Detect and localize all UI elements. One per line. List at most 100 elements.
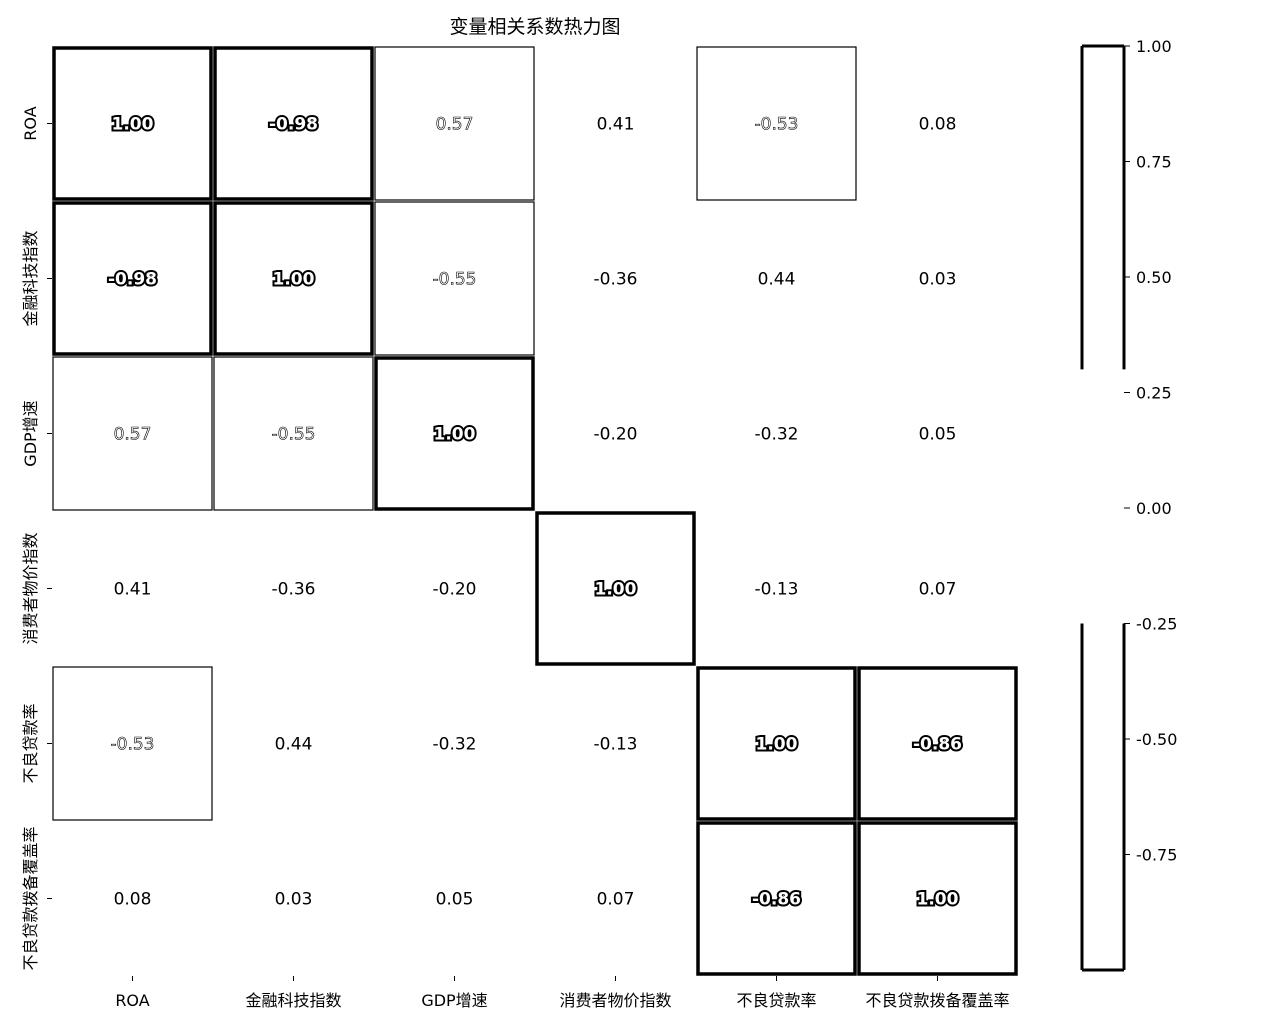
colorbar-tick-label: 0.00: [1136, 499, 1172, 518]
heatmap-cell-box: [857, 666, 1018, 821]
heatmap-cell: 0.08: [919, 115, 957, 135]
cell-value-label: -0.32: [755, 425, 799, 445]
cell-value-label: -0.32: [433, 735, 477, 755]
heatmap-cell: 1.00: [213, 201, 374, 356]
heatmap-cell: 1.00: [696, 666, 857, 821]
cell-value-label: 0.07: [919, 580, 957, 600]
colorbar-tick-label: -0.50: [1136, 730, 1177, 749]
cell-value-label: -0.98: [269, 115, 318, 135]
heatmap-cell: 1.00: [857, 821, 1018, 976]
heatmap-cell-box: [696, 821, 857, 976]
x-tick-label: GDP增速: [421, 991, 487, 1010]
cell-value-label: 0.44: [275, 735, 313, 755]
heatmap-cell-box: [213, 356, 374, 511]
x-tick-label: 消费者物价指数: [559, 991, 671, 1010]
cell-value-label: 0.44: [758, 270, 796, 290]
heatmap-cell-box: [52, 201, 213, 356]
heatmap-cell: 0.05: [919, 425, 957, 445]
y-tick-label: 消费者物价指数: [21, 532, 40, 644]
colorbar-tick-label: 1.00: [1136, 37, 1172, 56]
cell-value-label: 0.41: [114, 580, 152, 600]
heatmap-cell: 0.41: [114, 580, 152, 600]
cell-value-label: 0.05: [919, 425, 957, 445]
heatmap-cell: -0.55: [213, 356, 374, 511]
cell-value-label: -0.55: [272, 425, 316, 445]
y-tick-label: 金融科技指数: [21, 230, 40, 326]
heatmap-cell: 0.08: [114, 890, 152, 910]
chart-title: 变量相关系数热力图: [449, 16, 620, 38]
heatmap-cell-box: [374, 356, 535, 511]
colorbar-tick-label: 0.50: [1136, 268, 1172, 287]
heatmap-cell: 0.44: [275, 735, 313, 755]
cell-value-label: 0.07: [597, 890, 635, 910]
x-tick-label: ROA: [115, 991, 149, 1010]
cell-value-label: 0.57: [436, 115, 474, 135]
heatmap-cell: 0.57: [52, 356, 213, 511]
x-tick-label: 不良贷款拨备覆盖率: [865, 991, 1009, 1010]
cell-value-label: 0.03: [919, 270, 957, 290]
heatmap-cell: -0.55: [374, 201, 535, 356]
cell-value-label: -0.53: [111, 735, 155, 755]
heatmap-cell: -0.32: [755, 425, 799, 445]
heatmap-cell: -0.36: [272, 580, 316, 600]
heatmap-cell-box: [535, 511, 696, 666]
y-tick-label: ROA: [21, 106, 40, 140]
heatmap-cell: -0.20: [594, 425, 638, 445]
heatmap-cell: 1.00: [52, 46, 213, 201]
colorbar-tick-label: -0.25: [1136, 615, 1177, 634]
heatmap-cell: -0.86: [696, 821, 857, 976]
cell-value-label: -0.53: [755, 115, 799, 135]
colorbar-tick-label: 0.25: [1136, 384, 1172, 403]
y-tick-label: 不良贷款拨备覆盖率: [21, 826, 40, 970]
heatmap-cell-box: [374, 201, 535, 356]
cell-value-label: 0.08: [919, 115, 957, 135]
heatmap-cell-box: [857, 821, 1018, 976]
heatmap-cell: 0.57: [374, 46, 535, 201]
heatmap-cell: 0.07: [919, 580, 957, 600]
x-axis-ticks: ROA 金融科技指数 GDP增速 消费者物价指数 不良贷款率 不良贷款拨备覆盖率: [115, 976, 1010, 1010]
cell-value-label: -0.20: [433, 580, 477, 600]
cell-value-label: 0.41: [597, 115, 635, 135]
heatmap-cell-box: [213, 46, 374, 201]
cell-value-label: -0.86: [913, 735, 962, 755]
heatmap-cell-box: [52, 46, 213, 201]
heatmap-cell-box: [52, 666, 213, 821]
heatmap-cell-box: [52, 356, 213, 511]
x-tick-label: 金融科技指数: [245, 991, 341, 1010]
cell-value-label: -0.13: [755, 580, 799, 600]
heatmap-cell: -0.53: [52, 666, 213, 821]
heatmap-cells: 1.00 -0.98 0.57 0.41 -0.53 0.08 -0.98 1.00 -0.55…: [52, 46, 1018, 976]
cell-value-label: -0.13: [594, 735, 638, 755]
heatmap-cell: 0.03: [919, 270, 957, 290]
heatmap-cell: -0.98: [52, 201, 213, 356]
heatmap-cell: 0.07: [597, 890, 635, 910]
heatmap-cell: 1.00: [374, 356, 535, 511]
heatmap-cell: 0.44: [758, 270, 796, 290]
heatmap-cell: -0.98: [213, 46, 374, 201]
heatmap-cell: -0.32: [433, 735, 477, 755]
cell-value-label: -0.36: [272, 580, 316, 600]
cell-value-label: -0.98: [108, 270, 157, 290]
heatmap-cell: -0.20: [433, 580, 477, 600]
cell-value-label: 0.08: [114, 890, 152, 910]
cell-value-label: -0.36: [594, 270, 638, 290]
cell-value-label: 1.00: [434, 425, 476, 445]
colorbar-tick-label: 0.75: [1136, 153, 1172, 172]
heatmap-cell: 1.00: [535, 511, 696, 666]
heatmap-cell: -0.86: [857, 666, 1018, 821]
y-tick-label: GDP增速: [21, 400, 40, 466]
cell-value-label: 0.57: [114, 425, 152, 445]
cell-value-label: 1.00: [595, 580, 637, 600]
heatmap-cell: -0.53: [696, 46, 857, 201]
x-tick-label: 不良贷款率: [736, 991, 816, 1010]
heatmap-cell: 0.03: [275, 890, 313, 910]
cell-value-label: -0.55: [433, 270, 477, 290]
heatmap-cell: 0.41: [597, 115, 635, 135]
heatmap-cell-box: [696, 666, 857, 821]
colorbar: 1.00 0.75 0.50 0.25 0.00 -0.25 -0.50 -0.75: [1080, 37, 1177, 972]
heatmap-cell: -0.13: [755, 580, 799, 600]
heatmap-cell: -0.36: [594, 270, 638, 290]
